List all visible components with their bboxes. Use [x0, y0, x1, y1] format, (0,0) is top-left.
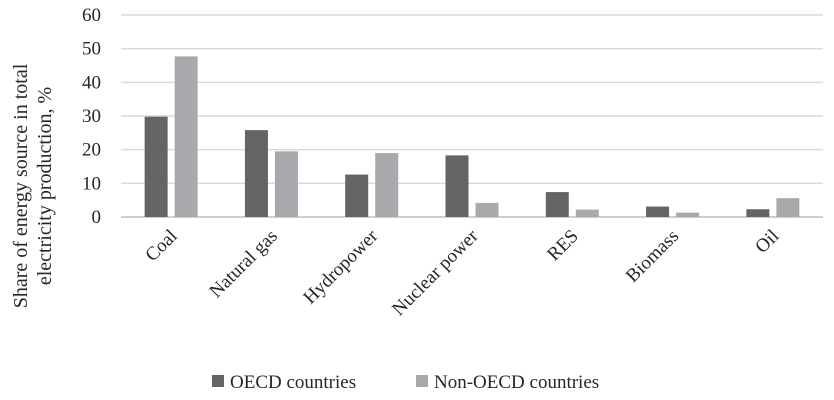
- y-axis-title: Share of energy source in total electrici…: [10, 63, 56, 308]
- y-axis-title-line: electricity production, %: [34, 87, 56, 285]
- bar-non-oecd-biomass: [676, 212, 700, 217]
- x-axis-categories: Coal Natural gas Hydropower Nuclear power RE…: [141, 225, 783, 320]
- bar-non-oecd-natural-gas: [274, 151, 298, 217]
- x-category-label: Hydropower: [299, 225, 382, 308]
- bar-oecd-biomass: [646, 206, 670, 217]
- x-category-label: Oil: [751, 226, 783, 258]
- bar-oecd-res: [545, 192, 569, 217]
- y-tick-label: 40: [82, 72, 101, 93]
- y-tick-label: 50: [82, 39, 101, 60]
- bar-non-oecd-oil: [776, 198, 800, 217]
- bar-oecd-coal: [144, 116, 168, 217]
- legend: OECD countries Non-OECD countries: [212, 372, 599, 393]
- bar-oecd-nuclear-power: [445, 155, 469, 217]
- bar-non-oecd-res: [575, 209, 599, 217]
- y-tick-label: 0: [92, 207, 102, 228]
- bar-non-oecd-nuclear-power: [475, 202, 499, 217]
- y-tick-label: 30: [82, 106, 101, 127]
- y-tick-label: 10: [82, 173, 101, 194]
- x-category-label: RES: [543, 226, 582, 265]
- bars: [144, 56, 800, 217]
- x-category-label: Biomass: [622, 226, 683, 287]
- legend-swatch-non-oecd: [416, 375, 428, 387]
- gridlines: [121, 14, 823, 218]
- legend-swatch-oecd: [212, 375, 224, 387]
- y-axis-title-line: Share of energy source in total: [10, 63, 32, 308]
- bar-non-oecd-hydropower: [375, 153, 399, 217]
- x-category-label: Natural gas: [206, 226, 282, 302]
- y-axis-ticks: 0 10 20 30 40 50 60: [82, 5, 101, 228]
- y-tick-label: 60: [82, 5, 101, 26]
- bar-oecd-oil: [746, 209, 770, 217]
- legend-label-non-oecd: Non-OECD countries: [434, 372, 599, 393]
- bar-oecd-hydropower: [345, 174, 369, 217]
- legend-label-oecd: OECD countries: [230, 372, 356, 393]
- x-category-label: Nuclear power: [388, 225, 483, 320]
- x-category-label: Coal: [141, 226, 181, 266]
- bar-oecd-natural-gas: [244, 130, 268, 217]
- bar-non-oecd-coal: [174, 56, 198, 217]
- y-tick-label: 20: [82, 140, 101, 161]
